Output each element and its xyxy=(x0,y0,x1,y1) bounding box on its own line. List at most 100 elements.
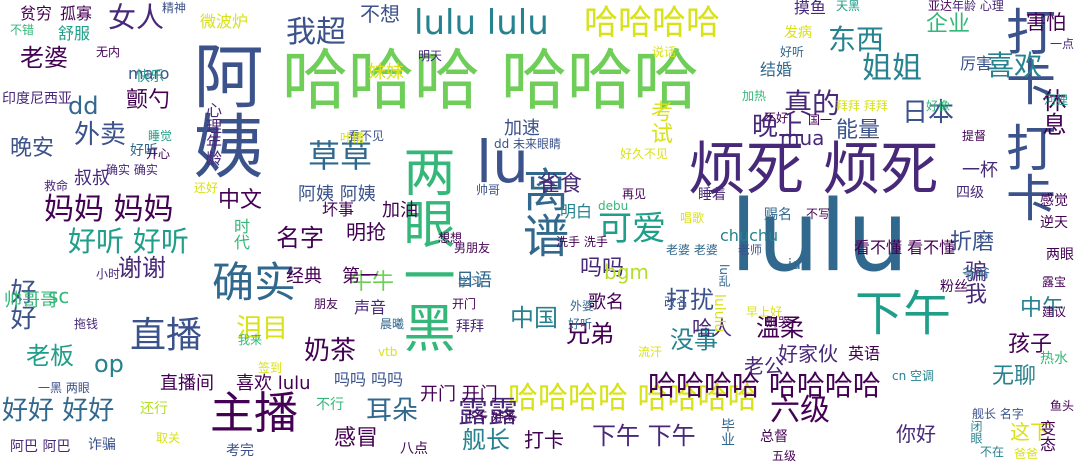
cloud-word: sc xyxy=(48,284,70,308)
cloud-word: 小时 xyxy=(96,267,121,281)
cloud-word: lu乱 xyxy=(717,264,731,287)
cloud-word: 感冒 xyxy=(334,426,379,451)
cloud-word: 快乐 xyxy=(136,69,164,85)
cloud-word: 老师 xyxy=(738,243,763,257)
cloud-word: 东西 xyxy=(828,23,885,56)
cloud-word: 说话 xyxy=(652,45,677,59)
cloud-word: 坏事 xyxy=(322,200,355,219)
cloud-word: 主播 xyxy=(210,388,298,439)
cloud-word: 不想 xyxy=(360,2,400,26)
cloud-word: 不行 xyxy=(316,397,344,413)
cloud-word: 两眼 xyxy=(1046,247,1074,263)
cloud-word: 孩子 xyxy=(1008,332,1053,357)
cloud-word: 拖钱 xyxy=(74,317,99,331)
cloud-word: 离谱 xyxy=(516,166,570,258)
cloud-word: 开心 xyxy=(146,147,171,161)
cloud-word: 还行 xyxy=(140,401,168,417)
cloud-word: 看不懂 看不懂 xyxy=(854,238,956,257)
cloud-word: 哈哈哈哈 哈哈哈哈 xyxy=(508,381,758,416)
cloud-word: 泪目 xyxy=(236,314,289,344)
cloud-word: 明抢 xyxy=(346,220,386,244)
cloud-word: bgm xyxy=(604,260,649,284)
cloud-word: 六级 xyxy=(770,393,830,428)
cloud-word: 兄弟 xyxy=(566,320,614,348)
cloud-word: 妈妈 妈妈 xyxy=(44,192,174,227)
cloud-word: 精神 xyxy=(162,1,187,15)
cloud-word: 企业 xyxy=(926,12,971,37)
cloud-word: 爷爷 xyxy=(962,267,990,283)
cloud-word: 洗手 洗手 xyxy=(556,235,608,249)
cloud-word: 雀食 xyxy=(538,172,583,197)
cloud-word: 好听 好听 xyxy=(68,225,189,258)
cloud-word: 真的 xyxy=(784,87,841,120)
cloud-word: 下午 好来 xyxy=(464,409,516,423)
cloud-word: 中午 xyxy=(1020,296,1065,321)
cloud-word: 妹妹 xyxy=(368,62,404,83)
cloud-word: debu xyxy=(598,199,629,213)
cloud-word: 好听 xyxy=(568,317,593,331)
cloud-word: 好好 好好 xyxy=(2,396,115,426)
cloud-word: 草草 xyxy=(308,137,373,175)
cloud-word: 这下 xyxy=(1010,420,1050,444)
cloud-word: 加油 xyxy=(382,200,418,221)
cloud-word: lulu xyxy=(730,180,909,294)
cloud-word: 阿巴 阿巴 xyxy=(10,439,71,455)
cloud-word: 再见 xyxy=(622,187,647,201)
cloud-word: 晚安 xyxy=(10,136,55,161)
cloud-word: 拜拜 xyxy=(456,319,484,335)
cloud-word: 歌名 xyxy=(588,292,624,313)
cloud-word: 孤寡 xyxy=(60,4,93,23)
cloud-word: 晚上 xyxy=(752,112,805,142)
cloud-word: 亚达 xyxy=(928,0,953,13)
cloud-word: 好久不见 xyxy=(620,147,669,161)
cloud-word: 哈人 xyxy=(692,316,732,340)
cloud-word: 热水 xyxy=(1040,351,1068,367)
cloud-word: 我来 xyxy=(238,333,263,347)
cloud-word: 阿姨 阿姨 xyxy=(298,184,376,205)
cloud-word: 谢谢 xyxy=(118,254,166,282)
cloud-word: 年龄 心理 xyxy=(952,0,1004,13)
cloud-word: cn 空调 xyxy=(892,369,935,383)
cloud-word: 总督 xyxy=(760,429,788,445)
cloud-word: 一黑 两眼 xyxy=(38,381,90,395)
cloud-word: 老婆 老婆 xyxy=(666,243,718,257)
cloud-word: 四级 xyxy=(956,185,984,201)
cloud-word: 加速 xyxy=(504,118,540,139)
cloud-word: 开门 开门 xyxy=(420,384,498,405)
cloud-word: 厉害 xyxy=(960,54,993,73)
cloud-word: 好像 xyxy=(926,99,951,113)
cloud-word: 老板 xyxy=(26,342,74,370)
cloud-word: 学习 xyxy=(458,275,483,289)
cloud-word: 声音 xyxy=(354,298,387,317)
cloud-word: 还好 xyxy=(194,181,219,195)
cloud-word: 睡着 xyxy=(698,187,726,203)
cloud-word: 唱歌 xyxy=(680,211,705,225)
cloud-word: 想想 xyxy=(438,231,463,245)
cloud-word: 日语 xyxy=(456,270,492,291)
cloud-word: 确实 xyxy=(212,258,297,307)
cloud-word: 拜拜 拜拜 xyxy=(836,99,888,113)
cloud-word: 河狸 xyxy=(1044,93,1069,107)
cloud-word: 男朋友 xyxy=(454,241,491,255)
cloud-word: 救命 xyxy=(44,179,69,193)
cloud-word: 烦死 烦死 xyxy=(688,135,939,203)
cloud-word: 喜欢 xyxy=(986,49,1043,82)
cloud-word: id xyxy=(788,257,801,273)
cloud-word: 晨曦 xyxy=(380,317,405,331)
cloud-word: 打卡 打卡 xyxy=(998,6,1056,222)
cloud-word: 好听 xyxy=(130,143,158,159)
cloud-word: 帅哥 xyxy=(476,183,501,197)
cloud-word: op xyxy=(94,350,124,378)
cloud-word: 哈哈哈哈 xyxy=(584,3,720,43)
cloud-word: 露宝 xyxy=(1042,275,1067,289)
cloud-word: 下午 下午 xyxy=(592,422,696,450)
cloud-word: 早上好 xyxy=(746,305,783,319)
cloud-word: 爸爸 xyxy=(1014,447,1039,461)
cloud-word: 粉丝 xyxy=(940,279,968,295)
cloud-word: 日本 xyxy=(902,98,955,128)
cloud-word: 时代 xyxy=(231,218,250,250)
cloud-word: 喜欢 lulu xyxy=(236,373,311,394)
cloud-word: 鱼头 xyxy=(1050,399,1075,413)
cloud-word: 女人 xyxy=(108,1,165,34)
cloud-word: 奶茶 xyxy=(304,336,357,366)
